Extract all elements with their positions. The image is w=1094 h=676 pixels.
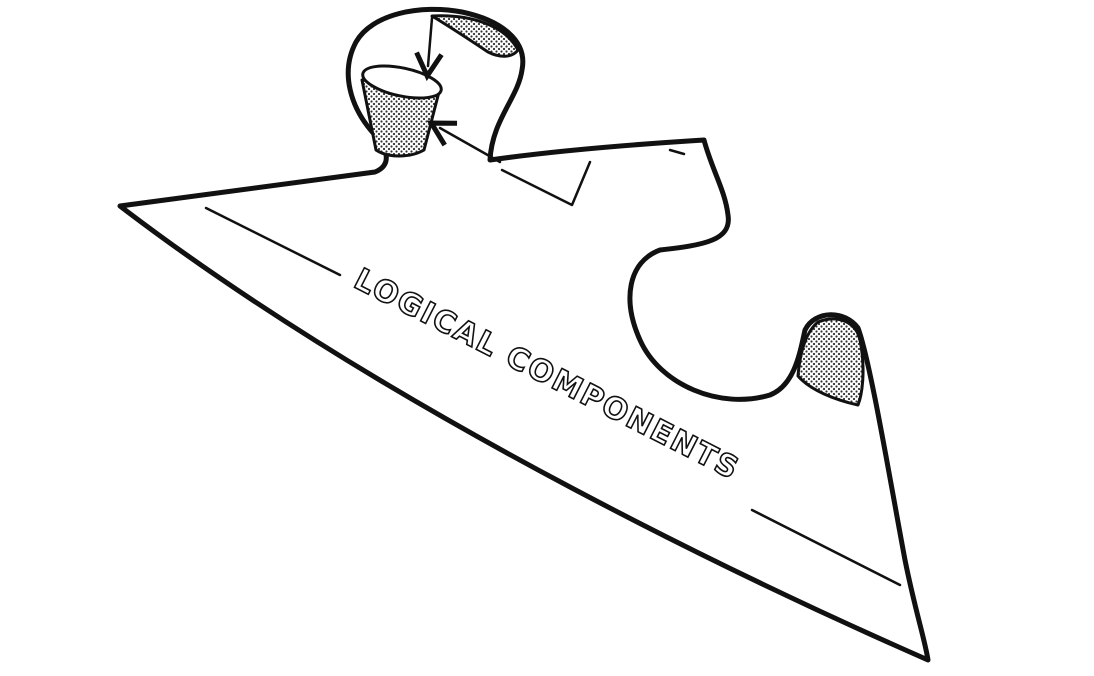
tab-shading <box>430 14 520 58</box>
inner-slot-tick <box>668 148 686 156</box>
label-leader-left <box>204 206 342 277</box>
notch-shading <box>796 317 865 407</box>
diagram-label: LOGICAL COMPONENTS <box>348 262 745 487</box>
puzzle-piece-outline <box>117 6 931 663</box>
arrow-left <box>440 128 502 164</box>
arrow-down <box>428 16 432 66</box>
cylinder-component <box>360 64 443 158</box>
inner-slot-line <box>500 160 592 207</box>
label-leader-right <box>750 508 902 587</box>
